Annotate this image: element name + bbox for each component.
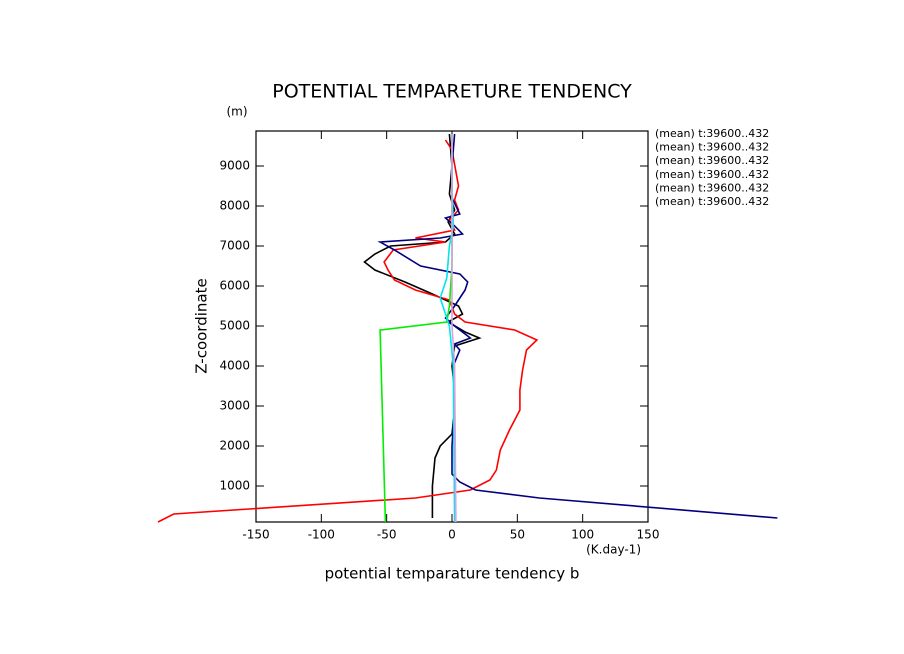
y-tick-label: 4000 — [219, 359, 250, 373]
x-tick-label: -100 — [308, 528, 335, 542]
x-tick-label: 100 — [571, 528, 594, 542]
legend-entry: (mean) t:39600..432 — [655, 195, 769, 208]
legend-entry: (mean) t:39600..432 — [655, 181, 769, 194]
x-unit: (K.day-1) — [586, 543, 641, 557]
x-tick-label: 50 — [510, 528, 525, 542]
x-tick-label: 0 — [448, 528, 456, 542]
legend-entry: (mean) t:39600..432 — [655, 141, 769, 154]
series-line — [379, 134, 453, 523]
y-tick-label: 9000 — [219, 159, 250, 173]
y-tick-label: 6000 — [219, 279, 250, 293]
x-axis-label: potential temparature tendency b — [325, 565, 580, 583]
series-line — [363, 133, 482, 518]
legend-entry: (mean) t:39600..432 — [655, 168, 769, 181]
y-tick-label: 1000 — [219, 479, 250, 493]
y-tick-label: 2000 — [219, 439, 250, 453]
legend-entry: (mean) t:39600..432 — [655, 154, 769, 167]
series-line — [451, 134, 457, 523]
x-tick-label: -50 — [377, 528, 397, 542]
y-unit: (m) — [226, 105, 247, 119]
x-tick-label: -150 — [242, 528, 269, 542]
y-tick-label: 5000 — [219, 319, 250, 333]
y-axis-label: Z-coordinate — [193, 278, 211, 373]
y-tick-label: 8000 — [219, 199, 250, 213]
chart-title: POTENTIAL TEMPARETURE TENDENCY — [272, 81, 632, 103]
series-line — [157, 139, 539, 523]
y-tick-label: 7000 — [219, 239, 250, 253]
legend-entry: (mean) t:39600..432 — [655, 127, 769, 140]
x-tick-label: 150 — [637, 528, 660, 542]
series-line — [377, 133, 778, 519]
y-tick-label: 3000 — [219, 399, 250, 413]
